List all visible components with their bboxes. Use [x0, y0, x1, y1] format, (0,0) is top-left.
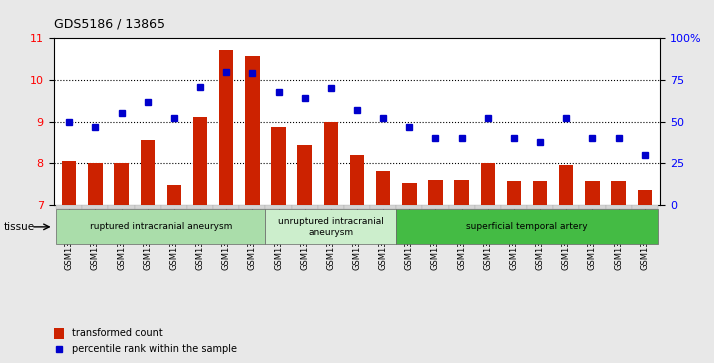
Bar — [114, 163, 129, 205]
Bar — [298, 144, 312, 205]
Bar — [475, 205, 501, 209]
Bar — [141, 140, 155, 205]
Text: ruptured intracranial aneurysm: ruptured intracranial aneurysm — [90, 223, 232, 231]
Bar — [56, 205, 82, 209]
Bar — [161, 205, 187, 209]
Bar — [187, 205, 213, 209]
Bar — [454, 180, 469, 205]
Bar — [291, 205, 318, 209]
Bar — [533, 181, 548, 205]
Bar — [350, 155, 364, 205]
Text: percentile rank within the sample: percentile rank within the sample — [71, 344, 237, 354]
FancyBboxPatch shape — [396, 209, 658, 244]
Bar — [271, 127, 286, 205]
Bar — [585, 181, 600, 205]
Bar — [323, 122, 338, 205]
Bar — [501, 205, 527, 209]
Bar — [266, 205, 291, 209]
Bar — [611, 181, 625, 205]
Bar — [632, 205, 658, 209]
Bar — [638, 191, 652, 205]
Bar — [245, 56, 260, 205]
Bar — [62, 161, 76, 205]
Bar — [54, 327, 64, 339]
Bar — [109, 205, 135, 209]
Bar — [219, 50, 233, 205]
Bar — [423, 205, 448, 209]
Bar — [166, 185, 181, 205]
Bar — [507, 181, 521, 205]
FancyBboxPatch shape — [56, 209, 266, 244]
Bar — [396, 205, 423, 209]
Bar — [318, 205, 344, 209]
Bar — [579, 205, 605, 209]
Bar — [605, 205, 632, 209]
Bar — [239, 205, 266, 209]
Bar — [193, 118, 207, 205]
Bar — [402, 183, 416, 205]
Bar — [553, 205, 579, 209]
Bar — [370, 205, 396, 209]
Bar — [213, 205, 239, 209]
Bar — [376, 171, 391, 205]
Text: GDS5186 / 13865: GDS5186 / 13865 — [54, 18, 164, 31]
Text: unruptured intracranial
aneurysm: unruptured intracranial aneurysm — [278, 217, 384, 237]
Text: transformed count: transformed count — [71, 329, 163, 338]
Bar — [344, 205, 370, 209]
Bar — [559, 166, 573, 205]
FancyBboxPatch shape — [266, 209, 396, 244]
Bar — [428, 180, 443, 205]
Bar — [89, 163, 103, 205]
Text: tissue: tissue — [4, 222, 35, 232]
Bar — [527, 205, 553, 209]
Text: superficial temporal artery: superficial temporal artery — [466, 223, 588, 231]
Bar — [448, 205, 475, 209]
Bar — [135, 205, 161, 209]
Bar — [82, 205, 109, 209]
Bar — [481, 163, 495, 205]
